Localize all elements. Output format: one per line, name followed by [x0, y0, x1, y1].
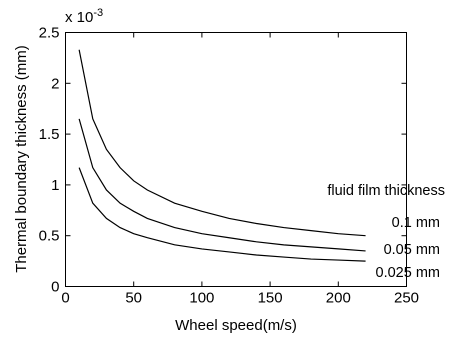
y-tick-label: 0: [51, 279, 59, 296]
series-lines: [78, 49, 366, 262]
plot-frame: [65, 32, 407, 287]
y-multiplier-exponent: -3: [93, 7, 103, 19]
x-tick-label: 0: [61, 290, 69, 307]
series-label-0-1-mm: 0.1 mm: [392, 215, 440, 231]
y-tick-label: 2.5: [39, 25, 60, 42]
y-tick-label: 1: [51, 177, 59, 194]
series-line-0-025-mm: [78, 167, 366, 262]
x-axis-label: Wheel speed(m/s): [175, 317, 297, 334]
x-tick-label: 250: [394, 290, 419, 307]
y-tick-label: 2: [51, 75, 59, 92]
series-label-0-025-mm: 0.025 mm: [376, 265, 440, 281]
tick-labels: 0 50 100 150 200 250 0 0.5 1 1.5 2 2.5: [39, 25, 419, 307]
x-tick-label: 150: [258, 290, 283, 307]
y-tick-label: 0.5: [39, 228, 60, 245]
axis-ticks: [65, 32, 407, 287]
x-tick-label: 200: [326, 290, 351, 307]
y-multiplier-label: x 10-3: [65, 7, 103, 26]
x-tick-label: 100: [189, 290, 214, 307]
series-line-0-1-mm: [78, 49, 366, 237]
x-tick-label: 50: [125, 290, 142, 307]
y-axis-label: Thermal boundary thickness (mm): [13, 45, 30, 273]
series-label-0-05-mm: 0.05 mm: [384, 242, 440, 258]
series-line-0-05-mm: [78, 118, 366, 252]
y-tick-label: 1.5: [39, 126, 60, 143]
legend-title: fluid film thickness: [327, 183, 445, 199]
